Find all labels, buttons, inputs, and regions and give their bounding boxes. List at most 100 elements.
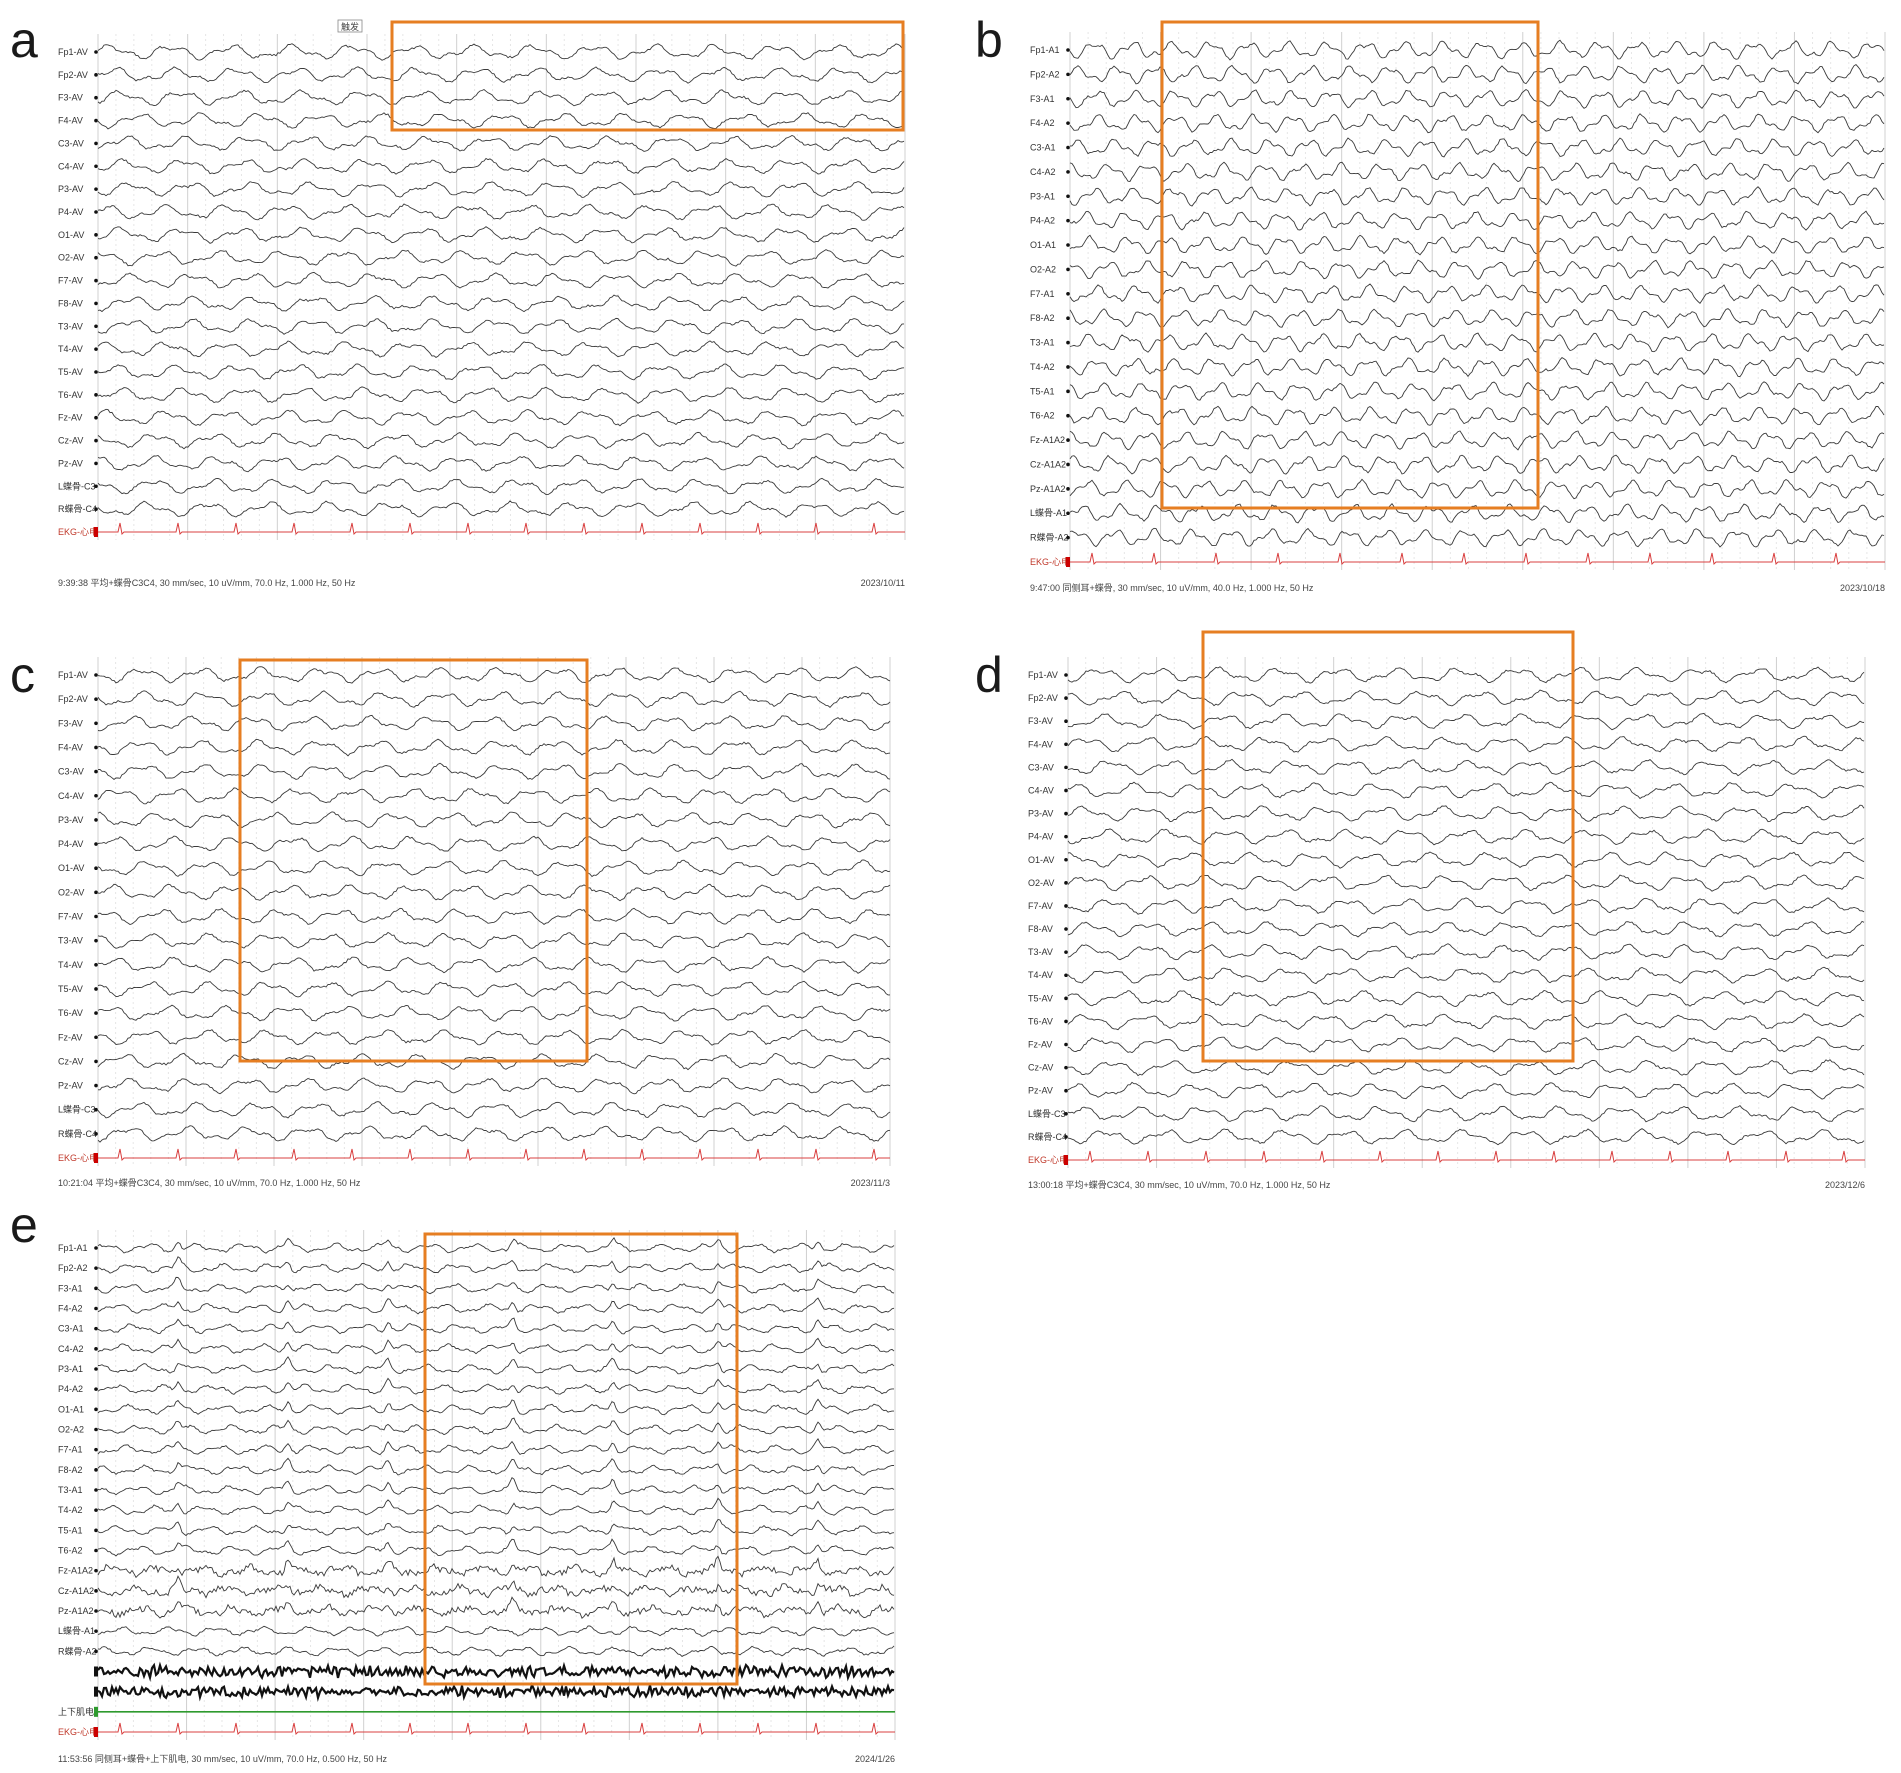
eeg-trace <box>1067 943 1865 961</box>
channel-dot <box>94 370 98 374</box>
channel-dot <box>94 73 98 77</box>
channel-label: T5-AV <box>58 984 83 994</box>
eeg-trace <box>97 1518 895 1537</box>
channel-label: T4-A2 <box>1030 362 1055 372</box>
channel-label: C3-AV <box>58 138 84 148</box>
channel-dot <box>94 1132 98 1136</box>
channel-label: R蝶骨-A2 <box>58 1645 97 1656</box>
channel-dot <box>94 1246 98 1250</box>
channel-dot <box>1066 194 1070 199</box>
channel-dot <box>1064 1135 1068 1139</box>
channel-label: F7-A1 <box>58 1445 83 1455</box>
channel-label: Cz-AV <box>58 1056 83 1066</box>
channel-label: L蝶骨-A1 <box>1030 507 1067 518</box>
eeg-trace <box>97 1538 895 1557</box>
eeg-trace <box>97 88 905 107</box>
panel-e: e Fp1-A1 Fp2-A2 F3-A1 F4-A2 C3-A1 C4-A2 P3-A1 P… <box>0 1200 920 1773</box>
channel-dot <box>94 95 98 100</box>
channel-label: F3-A1 <box>1030 94 1055 104</box>
eeg-trace <box>97 1438 895 1456</box>
channel-dot <box>94 769 98 774</box>
channel-dot <box>1064 1088 1068 1093</box>
channel-dot <box>94 1059 98 1064</box>
highlight-box <box>1160 20 1540 510</box>
eeg-trace <box>97 666 891 684</box>
eeg-trace <box>97 787 891 805</box>
channel-label: Pz-AV <box>58 1081 83 1091</box>
channel-label: T3-AV <box>58 321 83 331</box>
channel-label: T3-AV <box>58 936 83 946</box>
eeg-trace <box>98 1077 891 1095</box>
channel-label: P4-AV <box>58 839 83 849</box>
channel-dot <box>94 1488 98 1492</box>
channel-dot <box>1066 292 1070 296</box>
eeg-trace <box>97 181 905 198</box>
channel-dot <box>94 507 98 511</box>
eeg-trace <box>97 112 905 130</box>
channel-label: O1-AV <box>1028 855 1054 865</box>
channel-label: F3-AV <box>58 93 83 103</box>
channel-dot <box>1064 1065 1068 1070</box>
channel-label: T5-A1 <box>58 1525 83 1535</box>
channel-dot <box>1064 904 1068 908</box>
channel-label: F4-A2 <box>58 1304 83 1314</box>
channel-label: T4-AV <box>58 960 83 970</box>
channel-dot <box>1066 365 1070 369</box>
recording-date: 2024/1/26 <box>855 1754 895 1764</box>
channel-label: F7-AV <box>58 912 83 922</box>
eeg-trace <box>97 1236 895 1254</box>
channel-dot <box>1066 340 1070 345</box>
channel-dot <box>1064 881 1068 885</box>
channel-dot <box>94 1306 98 1311</box>
channel-dot <box>1064 696 1068 700</box>
eeg-trace <box>97 134 905 152</box>
highlight-box <box>423 1232 739 1686</box>
channel-dot <box>94 1035 98 1040</box>
eeg-trace <box>97 386 905 404</box>
channel-dot <box>94 1568 98 1573</box>
eeg-traces <box>1067 666 1865 1164</box>
eeg-trace <box>97 1125 891 1143</box>
eeg-trace <box>97 226 905 244</box>
channel-label: F3-AV <box>1028 716 1053 726</box>
eeg-trace <box>97 931 891 950</box>
channel-label: T4-A2 <box>58 1505 83 1515</box>
eeg-trace <box>97 762 891 780</box>
recording-parameters: 10:21:04 平均+蝶骨C3C4, 30 mm/sec, 10 uV/mm,… <box>58 1177 361 1188</box>
eeg-trace <box>1069 430 1885 451</box>
channel-dot <box>1066 389 1070 394</box>
eeg-trace <box>97 294 905 313</box>
channel-dot <box>94 1528 98 1533</box>
channel-label: Fz-AV <box>58 413 82 423</box>
recording-date: 2023/11/3 <box>851 1178 890 1188</box>
channel-label: O2-AV <box>58 253 84 263</box>
recording-date: 2023/10/11 <box>861 578 905 588</box>
channel-dot <box>94 164 98 169</box>
channel-dot <box>1066 487 1070 491</box>
eeg-recording-e: Fp1-A1 Fp2-A2 F3-A1 F4-A2 C3-A1 C4-A2 P3-A1 P4-… <box>58 1230 896 1764</box>
eeg-trace <box>97 66 905 84</box>
channel-label: P4-AV <box>1028 832 1053 842</box>
channel-label: C4-A2 <box>58 1344 84 1354</box>
channel-label: O1-AV <box>58 230 84 240</box>
eeg-trace <box>97 811 891 829</box>
eeg-trace <box>97 1101 891 1119</box>
eeg-trace <box>1069 283 1885 304</box>
panel-b: b Fp1-A1 Fp2-A2 F3-A1 F4-A2 C3-A1 C4-A2 P3-A1 P… <box>970 0 1895 600</box>
channel-dot <box>1066 243 1070 247</box>
channel-dot <box>94 1347 98 1351</box>
channel-label: P3-A1 <box>58 1364 83 1374</box>
eeg-trace <box>1069 259 1885 280</box>
event-tag-box <box>337 19 363 33</box>
channel-dot <box>94 187 98 191</box>
channel-dot <box>1066 438 1070 442</box>
channel-dot <box>94 1326 98 1331</box>
channel-dot <box>94 866 98 870</box>
channel-dot <box>94 141 98 146</box>
channel-dot <box>94 1011 98 1015</box>
channel-dot <box>1066 72 1070 77</box>
panel-letter: e <box>10 1197 38 1253</box>
channel-dot <box>94 793 98 798</box>
channel-dot <box>1064 765 1068 770</box>
eeg-trace <box>97 1052 891 1071</box>
